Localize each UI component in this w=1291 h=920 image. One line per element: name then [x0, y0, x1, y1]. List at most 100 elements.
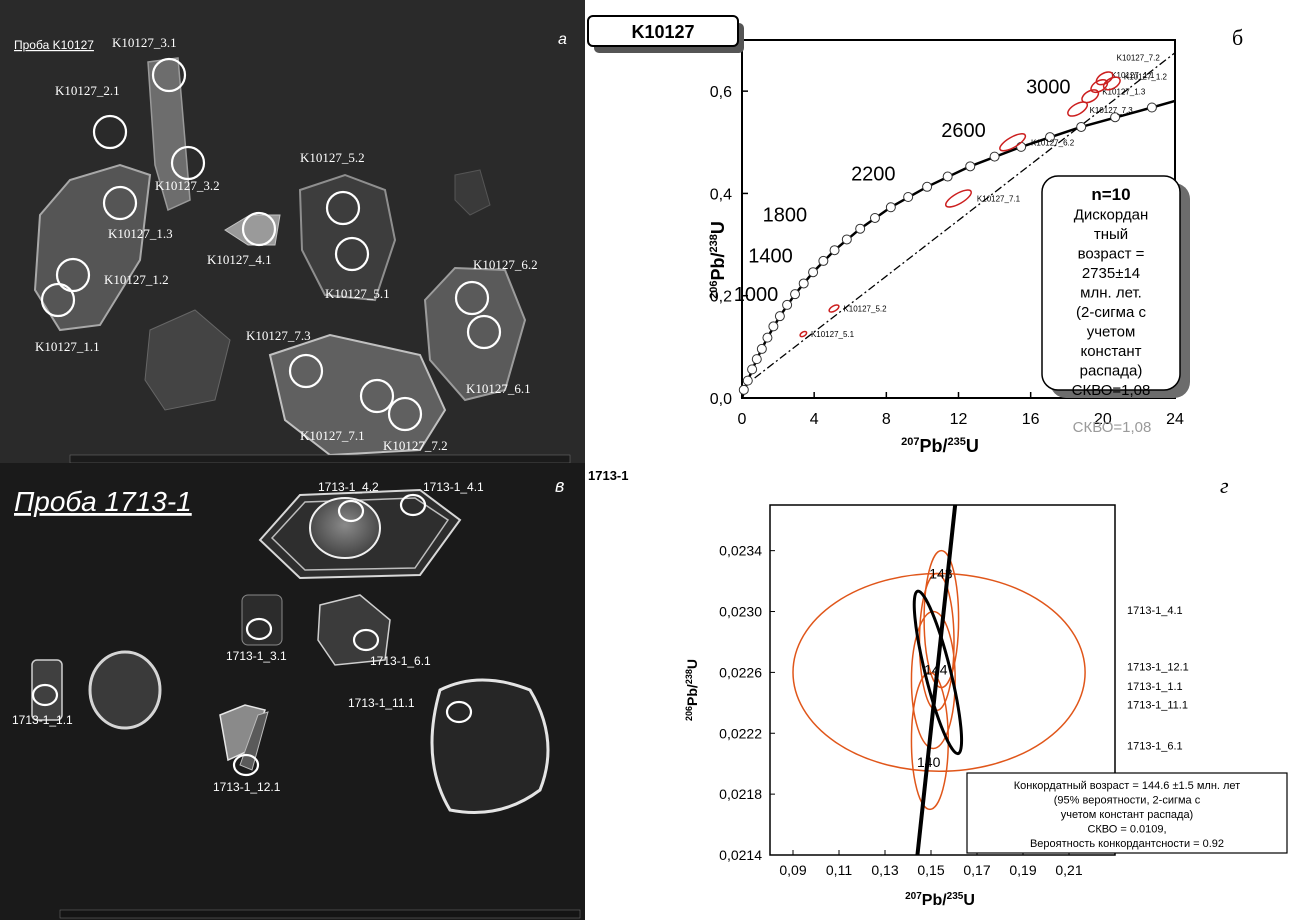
y-tick-label: 0,0226 [719, 664, 762, 680]
analysis-spot [288, 353, 324, 389]
concordia-point [747, 364, 758, 375]
concordia-point [738, 384, 749, 395]
spot-label: 1713-1_6.1 [370, 654, 431, 668]
y-tick-label: 0,0222 [719, 725, 762, 741]
error-ellipse [828, 304, 840, 313]
analysis-spot [232, 753, 260, 777]
concordia-point [790, 289, 801, 300]
concordia-point [989, 151, 1000, 162]
y-tick-label: 0,6 [710, 84, 732, 101]
analysis-spot [352, 628, 380, 652]
grain-shape [430, 678, 550, 814]
analysis-spot [31, 683, 59, 707]
grain-shape [31, 659, 63, 721]
y-tick-label: 0,0214 [719, 847, 762, 863]
age-label: 144 [924, 661, 948, 677]
chart-g: 1713-1 г 0,09 0,11 0,13 0,15 0,17 0,19 0,21 0,0… [588, 468, 1288, 909]
analysis-spot [40, 282, 76, 318]
spot-label: 1713-1_12.1 [213, 780, 281, 794]
concordia-point [762, 332, 773, 343]
spot-label: K10127_3.2 [155, 178, 220, 193]
ellipse-label: K10127_1.1 [1111, 71, 1155, 80]
concordia-point [855, 223, 866, 234]
age-label: 140 [917, 754, 941, 770]
y-tick-label: 0,0230 [719, 604, 762, 620]
spot-label: K10127_3.1 [112, 35, 177, 50]
sample-tag [587, 15, 739, 47]
spot-label: K10127_1.2 [104, 272, 169, 287]
concordia-point [829, 245, 840, 256]
analysis-spot [245, 617, 273, 641]
analysis-spot [241, 211, 277, 247]
info-box-line: возраст = [1078, 246, 1145, 263]
concordia-point [1110, 112, 1121, 123]
grain-shape [309, 497, 381, 559]
concordia-point [818, 255, 829, 266]
grain-shape [423, 266, 527, 402]
y-tick-label: 0,0218 [719, 786, 762, 802]
error-ellipse [1067, 101, 1089, 117]
spot-label: K10127_6.1 [466, 381, 531, 396]
panel-letter: г [1220, 473, 1229, 498]
ellipse-label: 1713-1_11.1 [1127, 699, 1188, 711]
x-tick-label: 12 [950, 411, 968, 428]
ellipse-label: K10127_1.2 [1124, 72, 1168, 81]
y-tick-label: 0,4 [710, 186, 732, 203]
info-box-line: n=10 [1091, 185, 1130, 204]
x-tick-label: 0,09 [779, 862, 806, 878]
info-box-line: СКВО=1,08 [1072, 382, 1151, 399]
grain-shape [144, 309, 231, 411]
ellipse-label: K10127_5.1 [811, 330, 855, 339]
info-box-line: (2-сигма с [1076, 304, 1147, 321]
concordia-point [885, 202, 896, 213]
error-ellipse [944, 189, 973, 208]
x-tick-label: 0,15 [917, 862, 944, 878]
x-tick-label: 20 [1094, 411, 1112, 428]
x-axis-label: 207Pb/235U [901, 436, 979, 456]
ellipse-label: 1713-1_4.1 [1127, 605, 1183, 617]
concordia-point [903, 192, 914, 203]
x-tick-label: 24 [1166, 411, 1184, 428]
ellipse-label: K10127_6.2 [1031, 138, 1075, 147]
panel-v-image: 1713-1_4.2 1713-1_4.1 1713-1_3.1 1713-1_… [0, 463, 585, 920]
age-label: 2200 [851, 164, 896, 186]
age-label: 3000 [1026, 77, 1071, 99]
concordia-point [798, 278, 809, 289]
sample-tag: 1713-1 [588, 468, 628, 483]
info-box [1041, 175, 1181, 391]
spot-label: 1713-1_11.1 [348, 696, 415, 710]
panel-a-image: K10127_3.1 K10127_2.1 K10127_3.2 K10127_… [0, 0, 585, 464]
y-axis-label: 206Pb/238U [708, 221, 728, 299]
grain-shape [270, 497, 450, 571]
spot-label: K10127_1.3 [108, 226, 173, 241]
concordia-age-ellipse [912, 589, 964, 756]
analysis-spot [170, 145, 206, 181]
concordia-point [774, 311, 785, 322]
sem-info-bar [69, 454, 571, 464]
grain-shape [454, 169, 491, 216]
concordia-point [922, 181, 933, 192]
age-label: 2600 [941, 120, 986, 142]
info-box-line: распада) [1080, 363, 1143, 380]
sample-label: Проба 1713-1 [14, 486, 192, 517]
sample-tag-text: K10127 [631, 22, 694, 42]
spot-label: K10127_7.2 [383, 438, 448, 453]
analysis-spot [466, 314, 502, 350]
error-ellipse [999, 133, 1027, 152]
analysis-spot [387, 396, 423, 432]
info-box-line: учетом констант распада) [1061, 809, 1193, 821]
concordia-point [869, 212, 880, 223]
y-tick-label: 0,0 [710, 391, 732, 408]
ellipse-label: 1713-1_6.1 [1127, 740, 1183, 752]
x-tick-label: 0,13 [871, 862, 898, 878]
spot-label: K10127_6.2 [473, 257, 538, 272]
analysis-spot [337, 499, 365, 523]
y-tick-label: 0,2 [710, 289, 732, 306]
ellipse-label: K10127_1.3 [1102, 87, 1146, 96]
info-box-line: (95% вероятности, 2-сигма с [1054, 795, 1201, 807]
grain-shape [88, 650, 162, 730]
ellipse-label: K10127_5.2 [843, 305, 887, 314]
ellipse-label: 1713-1_12.1 [1127, 661, 1189, 673]
grain-shape [224, 214, 281, 246]
